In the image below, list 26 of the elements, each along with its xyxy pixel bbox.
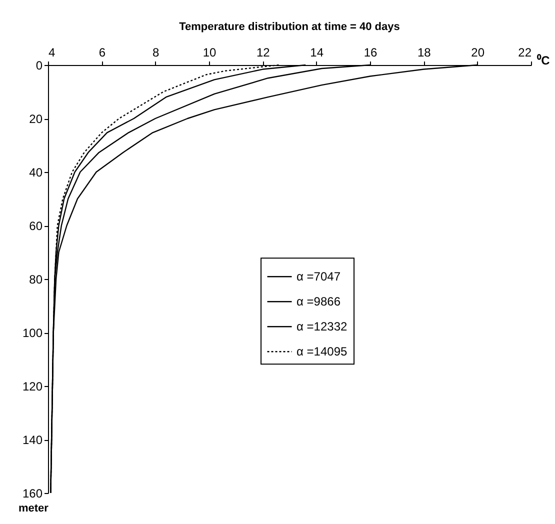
legend-label: α =9866 <box>296 294 341 309</box>
y-axis-title: meter <box>18 502 50 514</box>
y-tick-label: 0 <box>36 58 43 72</box>
x-tick-label: 12 <box>256 46 270 60</box>
y-tick-label: 80 <box>29 272 43 286</box>
x-tick-label: 4 <box>48 46 56 60</box>
x-axis-title: ⁰C <box>536 54 550 68</box>
y-tick-label: 140 <box>22 433 43 447</box>
x-tick-label: 10 <box>202 46 216 60</box>
chart-title: Temperature distribution at time = 40 days <box>179 21 400 33</box>
legend-label: α =7047 <box>296 270 341 284</box>
legend-label: α =12332 <box>296 320 348 334</box>
x-tick-label: 22 <box>518 46 532 60</box>
x-tick-label: 20 <box>471 46 485 60</box>
x-tick-label: 16 <box>364 46 378 60</box>
x-tick-label: 8 <box>152 46 160 60</box>
y-tick-label: 160 <box>22 486 43 500</box>
y-tick-label: 120 <box>22 380 43 394</box>
y-tick-label: 20 <box>29 112 43 126</box>
legend-label: α =14095 <box>296 344 348 359</box>
x-tick-label: 6 <box>98 46 106 60</box>
y-tick-label: 60 <box>29 219 43 233</box>
x-tick-label: 14 <box>310 46 324 60</box>
x-tick-label: 18 <box>417 46 432 60</box>
y-tick-label: 40 <box>29 166 43 180</box>
y-tick-label: 100 <box>22 326 43 340</box>
